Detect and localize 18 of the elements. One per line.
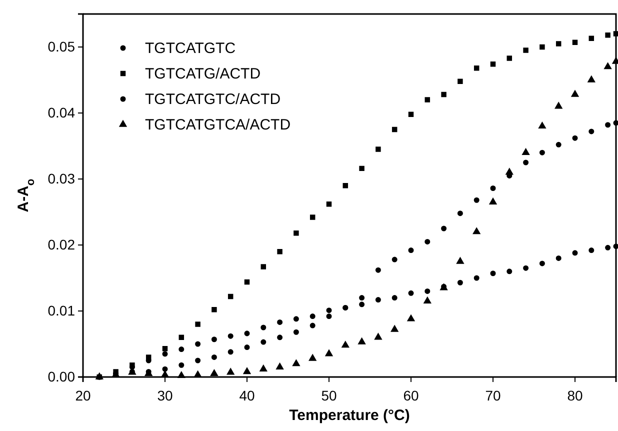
y-tick-label: 0.01 (48, 302, 76, 318)
x-tick-label: 30 (157, 387, 173, 404)
legend-label: TGTCATGTC (145, 40, 236, 57)
y-tick-label: 0.04 (48, 104, 76, 120)
x-tick-label: 80 (567, 387, 583, 404)
legend-label: TGTCATGTC/ACTD (145, 91, 281, 108)
legend-label: TGTCATG/ACTD (145, 66, 261, 82)
x-tick-label: 70 (485, 387, 501, 404)
x-tick-label: 40 (239, 387, 255, 404)
x-tick-label: 20 (75, 387, 91, 404)
y-tick-label: 0.00 (48, 368, 76, 384)
x-tick-label: 50 (321, 387, 337, 404)
x-axis-title: Temperature (°C) (289, 407, 410, 424)
y-tick-label: 0.03 (48, 170, 76, 186)
y-tick-label: 0.05 (48, 38, 76, 54)
legend-label: TGTCATGTCA/ACTD (145, 116, 291, 134)
x-tick-label: 60 (403, 387, 419, 404)
y-tick-label: 0.02 (48, 236, 76, 252)
